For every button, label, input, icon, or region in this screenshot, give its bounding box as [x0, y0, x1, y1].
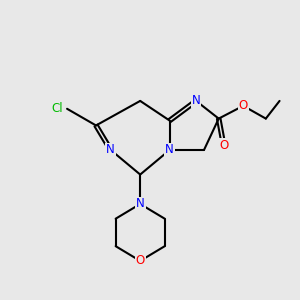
- Text: O: O: [238, 99, 248, 112]
- Text: N: N: [106, 143, 115, 157]
- Text: O: O: [219, 139, 228, 152]
- Text: N: N: [192, 94, 200, 107]
- Text: Cl: Cl: [51, 102, 63, 115]
- Text: N: N: [136, 197, 145, 211]
- Text: O: O: [136, 254, 145, 267]
- Text: N: N: [165, 143, 174, 157]
